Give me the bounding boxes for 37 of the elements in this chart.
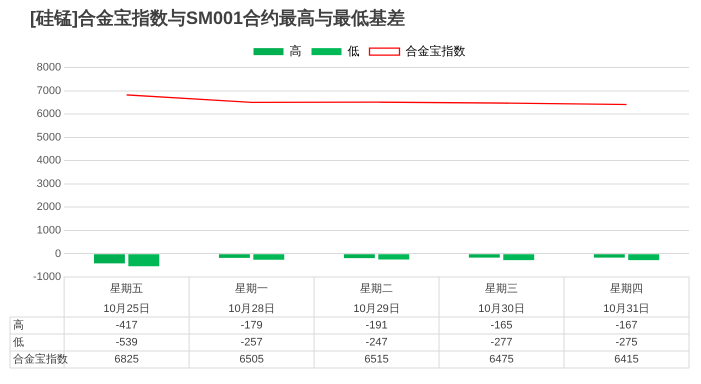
y-tick-label: -1000 — [32, 271, 62, 284]
x-tick-label: 星期二 10月29日 — [353, 283, 400, 316]
data-label: 6475 — [489, 354, 514, 366]
data-label: -191 — [366, 320, 388, 332]
data-label: -247 — [366, 336, 388, 349]
legend-label: 低 — [348, 44, 360, 58]
y-tick-label: 5000 — [36, 131, 62, 144]
data-label: -167 — [616, 320, 638, 332]
data-label: 6515 — [364, 354, 389, 366]
x-tick-label: 星期五 10月25日 — [103, 283, 150, 316]
legend-label: 合金宝指数 — [406, 44, 466, 58]
data-label: 6505 — [239, 354, 264, 366]
data-label: -539 — [116, 336, 138, 349]
data-label: -275 — [616, 336, 638, 349]
text: 合金宝指数 — [13, 354, 68, 366]
data-label: -417 — [116, 320, 138, 332]
x-tick-label: 星期三 10月30日 — [478, 283, 525, 316]
y-tick-label: 0 — [55, 248, 62, 260]
text: 低 — [13, 336, 24, 349]
data-label: 6415 — [614, 354, 639, 366]
y-tick-label: 3000 — [36, 178, 62, 190]
x-tick-label: 星期四 10月31日 — [603, 283, 650, 316]
x-tick-label: 星期一 10月28日 — [228, 283, 275, 316]
y-tick-label: 7000 — [36, 84, 62, 97]
y-tick-label: 1000 — [36, 224, 62, 236]
y-tick-label: 6000 — [36, 108, 62, 120]
chart-title: [硅锰]合金宝指数与SM001合约最高与最低基差 — [30, 8, 406, 28]
y-tick-label: 8000 — [36, 62, 62, 74]
legend-label: 高 — [290, 44, 302, 58]
text: 高 — [13, 320, 24, 332]
data-label: 6825 — [114, 354, 139, 366]
data-label: -257 — [240, 336, 263, 349]
data-label: -179 — [240, 320, 263, 332]
data-label: -165 — [490, 320, 513, 332]
y-tick-label: 4000 — [36, 154, 62, 167]
y-tick-label: 2000 — [36, 201, 62, 214]
data-label: -277 — [490, 336, 513, 349]
